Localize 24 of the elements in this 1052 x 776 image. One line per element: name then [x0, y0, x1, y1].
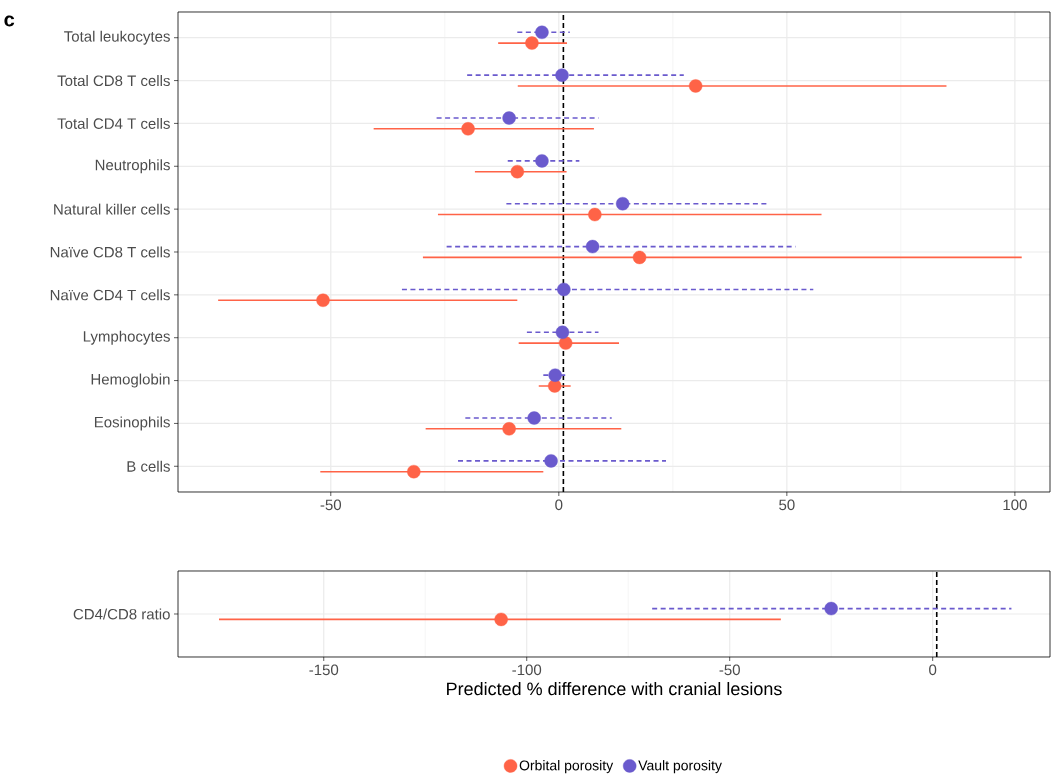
y-tick-label: Natural killer cells	[54, 203, 170, 215]
y-tick-label: Total CD4 T cells	[57, 118, 170, 130]
x-tick-label: 100	[1003, 499, 1027, 511]
x-tick-label: -100	[512, 664, 542, 676]
y-tick-label: Naïve CD4 T cells	[50, 289, 170, 301]
x-tick-label: -150	[309, 664, 339, 676]
legend-label: Vault porosity	[638, 760, 722, 774]
legend-label: Orbital porosity	[519, 760, 614, 774]
y-tick-label: Lymphocytes	[83, 330, 170, 345]
x-axis-title: Predicted % difference with cranial lesions	[447, 682, 782, 696]
x-tick-label: 0	[929, 664, 937, 676]
y-tick-label: B cells	[127, 460, 170, 472]
y-tick-label: Hemoglobin	[91, 373, 170, 388]
y-tick-label: Total CD8 T cells	[57, 75, 170, 87]
y-tick-label: Neutrophils	[95, 159, 170, 174]
x-tick-label: -50	[719, 664, 740, 676]
x-tick-label: 50	[779, 499, 795, 511]
y-tick-label: Eosinophils	[94, 416, 170, 431]
text: c	[4, 15, 15, 27]
x-tick-label: 0	[555, 499, 563, 511]
y-tick-label: Total leukocytes	[64, 30, 170, 45]
y-tick-label: CD4/CD8 ratio	[73, 608, 170, 620]
x-tick-label: -50	[320, 499, 342, 511]
y-tick-label: Naïve CD8 T cells	[50, 246, 170, 258]
